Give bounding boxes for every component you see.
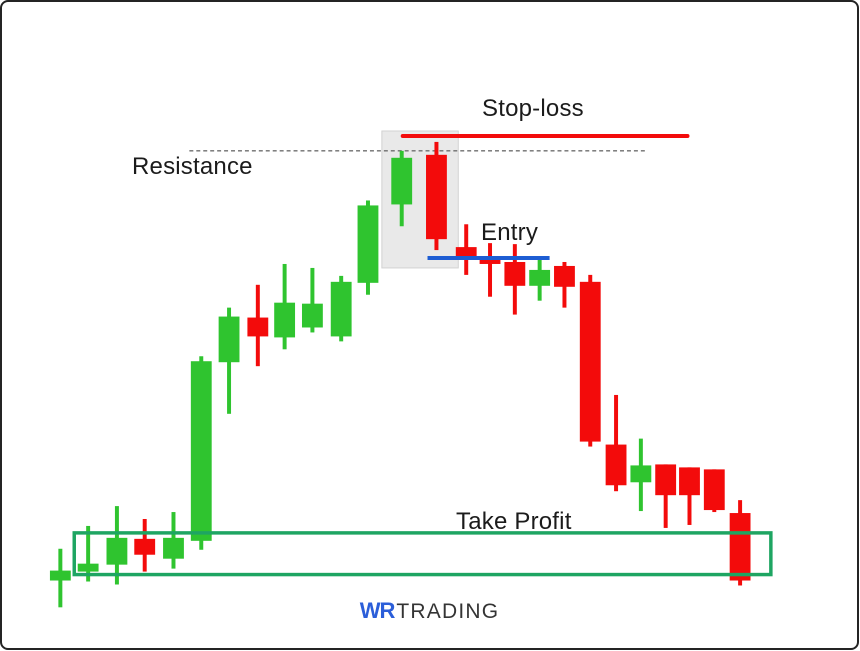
candlestick-up [301,267,323,333]
candle-body [134,538,156,555]
candle-wick [488,243,493,297]
candlestick-up [391,150,413,227]
candle-body [655,464,677,496]
stop-loss-label: Stop-loss [482,95,584,122]
candle-body [391,157,413,205]
candle-body [49,570,71,581]
candle-wick [663,464,668,528]
candlestick-up [630,438,652,512]
candle-body [330,281,352,337]
logo-mark-wr: WR [359,598,396,623]
candle-body [630,465,652,483]
candlestick-down [247,284,269,367]
candlestick-up [49,548,71,608]
candle-body [679,467,700,496]
candle-body [190,361,212,541]
candlestick-down [134,518,156,572]
candle-body [529,269,551,286]
take-profit-box [72,531,773,577]
candlestick-down [729,500,751,586]
candlestick-up [529,258,551,301]
entry-label: Entry [481,219,539,246]
candle-wick [614,394,619,492]
candle-body [301,303,323,328]
candlestick-up [357,200,379,295]
candlestick-up [106,506,128,585]
candle-body [163,537,184,559]
candle-body [479,257,501,264]
candle-body [579,281,601,442]
candle-body [218,316,240,363]
candlestick-up [77,525,99,582]
candle-body [729,513,751,581]
candle-body [504,261,526,286]
candle-wick [86,525,91,582]
candle-body [247,317,269,337]
candle-wick [687,467,692,525]
candle-wick [310,267,315,333]
candlestick-up [163,512,184,569]
candlestick-down [504,244,526,315]
candle-body [605,444,627,486]
take-profit-label: Take Profit [456,508,572,535]
candlestick-down [655,464,677,528]
candle-body [106,537,128,565]
candlestick-up [190,356,212,550]
candlestick-down [479,243,501,297]
candle-body [357,205,379,283]
logo-word-trading: TRADING [396,600,500,623]
resistance-label: Resistance [132,153,253,180]
candle-body [455,247,477,258]
candlestick-up [330,275,352,342]
candlestick-down [679,467,700,525]
candlestick-down [579,274,601,447]
candlestick-down [703,469,725,513]
candlestick-up [218,307,240,414]
candlestick-down [455,224,477,275]
candle-body [77,563,99,572]
candle-body [554,265,575,287]
candle-body [703,469,725,511]
candlestick-down [554,261,575,308]
candlestick-down [605,394,627,492]
candlestick-down [426,141,447,251]
candlestick-up [274,263,296,350]
candle-body [274,302,296,338]
wr-trading-logo: WR TRADING [360,598,500,624]
candle-body [426,154,447,240]
